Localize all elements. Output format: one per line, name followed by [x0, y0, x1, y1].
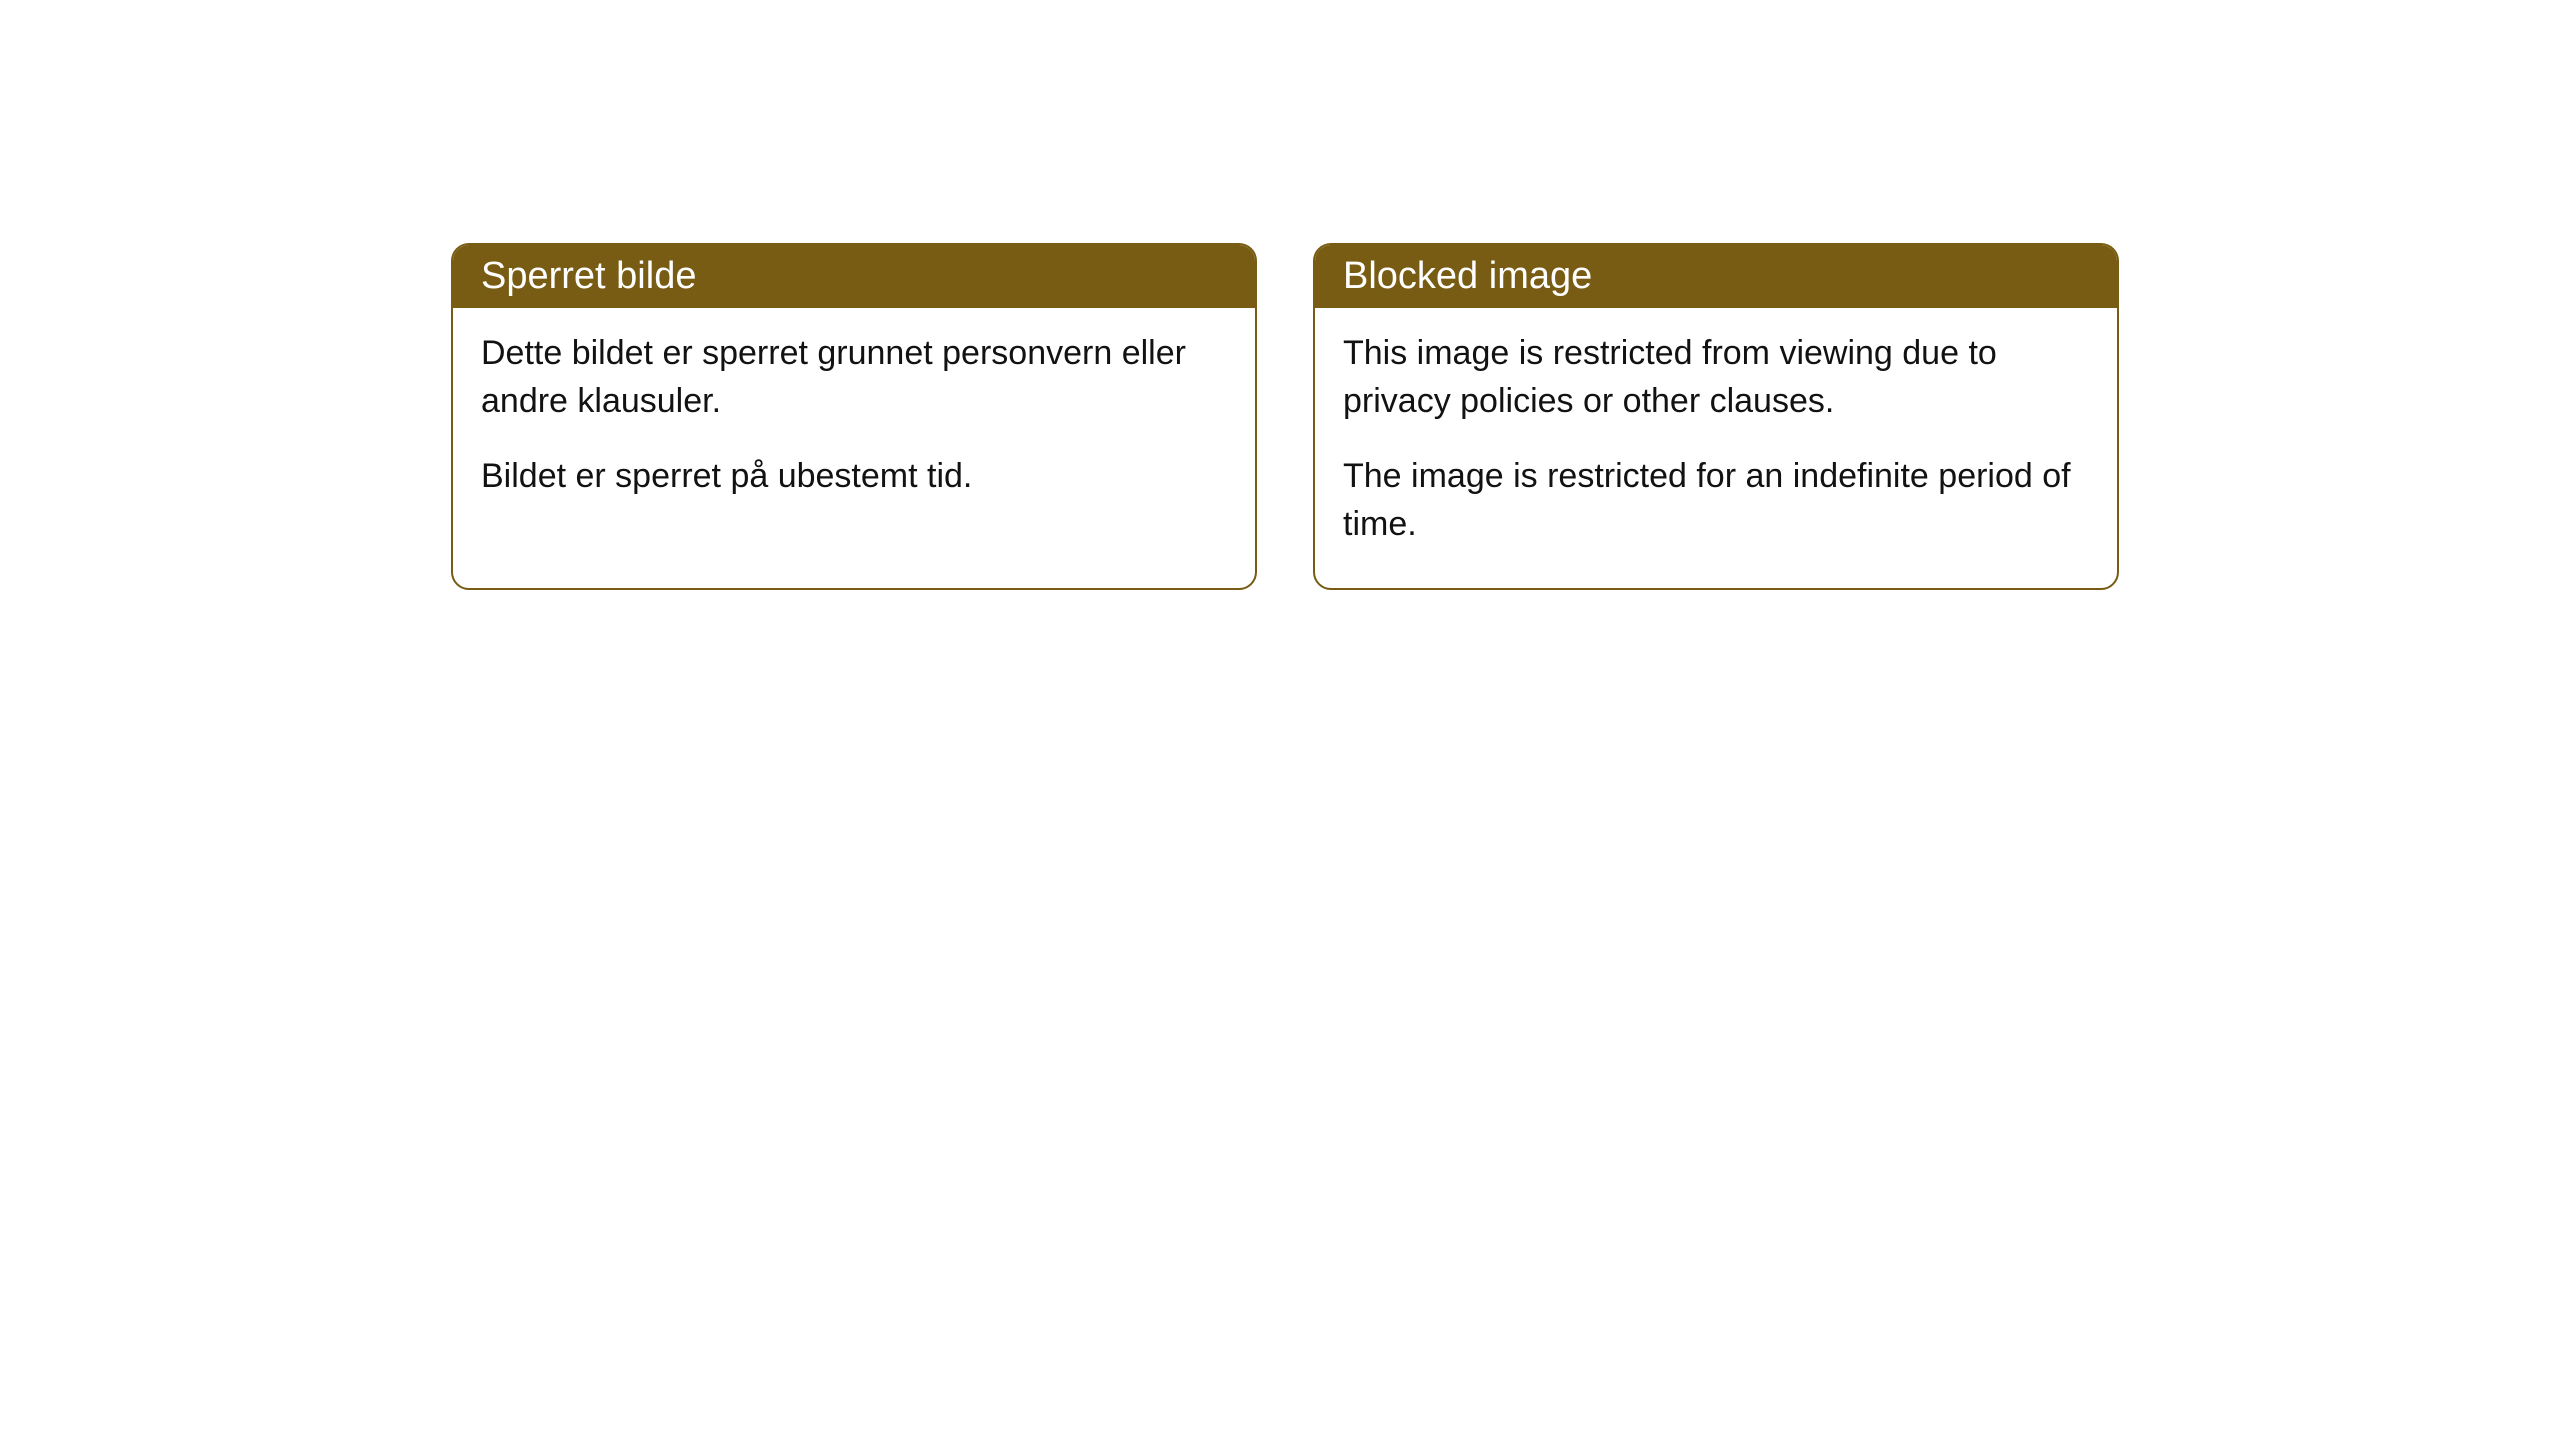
card-norwegian-title: Sperret bilde	[481, 255, 696, 297]
card-norwegian-body: Dette bildet er sperret grunnet personve…	[453, 308, 1255, 541]
card-norwegian-header: Sperret bilde	[453, 245, 1255, 308]
card-english-header: Blocked image	[1315, 245, 2117, 308]
card-norwegian-paragraph-1: Dette bildet er sperret grunnet personve…	[481, 330, 1227, 425]
cards-container: Sperret bilde Dette bildet er sperret gr…	[451, 243, 2119, 590]
card-english-paragraph-2: The image is restricted for an indefinit…	[1343, 453, 2089, 548]
card-norwegian: Sperret bilde Dette bildet er sperret gr…	[451, 243, 1257, 590]
card-english-title: Blocked image	[1343, 255, 1592, 297]
card-english-body: This image is restricted from viewing du…	[1315, 308, 2117, 588]
card-english: Blocked image This image is restricted f…	[1313, 243, 2119, 590]
card-english-paragraph-1: This image is restricted from viewing du…	[1343, 330, 2089, 425]
card-norwegian-paragraph-2: Bildet er sperret på ubestemt tid.	[481, 453, 1227, 501]
